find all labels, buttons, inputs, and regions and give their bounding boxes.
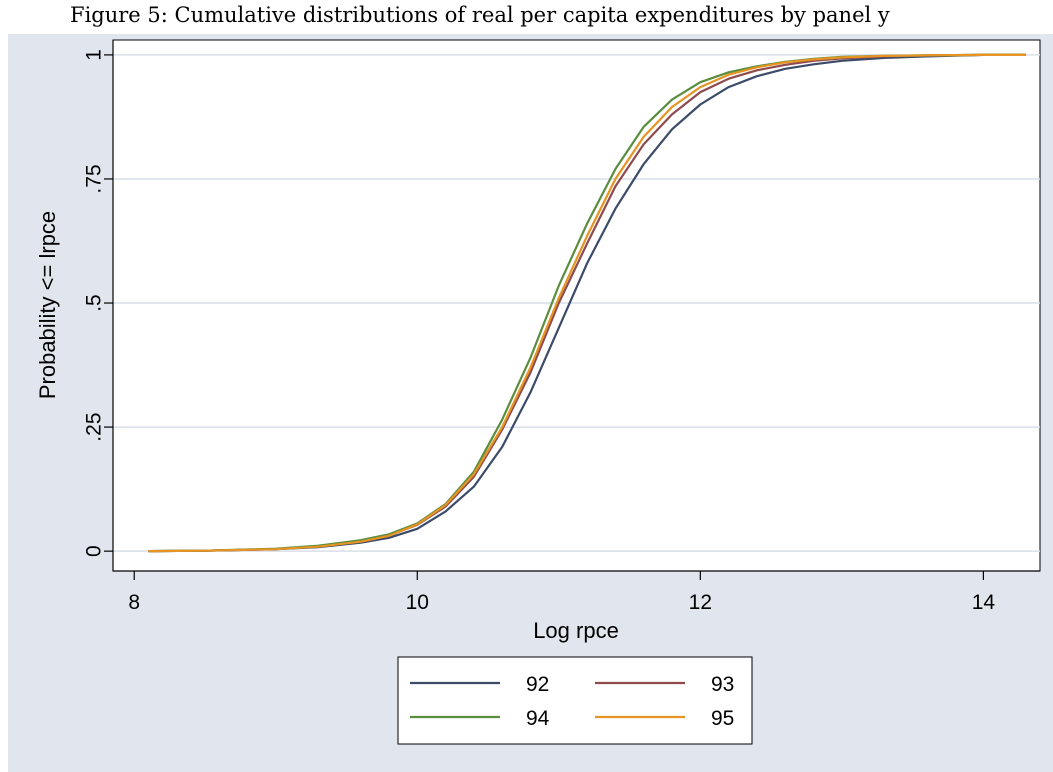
x-tick-label: 8	[128, 591, 140, 614]
x-axis-title: Log rpce	[533, 618, 619, 643]
y-tick-label: .5	[83, 294, 106, 312]
plot-area	[112, 39, 1041, 572]
series-line-92	[148, 53, 1026, 553]
legend-box	[397, 656, 753, 745]
y-axis-title: Probability <= lrpce	[35, 211, 60, 399]
legend-label-92: 92	[526, 673, 549, 696]
y-tick-label: 0	[83, 545, 106, 557]
series-layer	[148, 53, 1026, 553]
y-axis: 0 .25 .5 .75 1	[83, 40, 114, 571]
y-tick-label: .25	[83, 412, 106, 441]
legend-label-94: 94	[526, 707, 550, 730]
x-tick-label: 14	[972, 591, 996, 614]
legend-label-95: 95	[711, 707, 734, 730]
y-tick-label: 1	[83, 49, 106, 61]
x-tick-label: 10	[406, 591, 429, 614]
legend-label-93: 93	[711, 673, 734, 696]
figure-caption: Figure 5: Cumulative distributions of re…	[70, 3, 890, 27]
y-tick-label: .75	[83, 164, 106, 193]
series-line-95	[148, 53, 1026, 553]
legend: 92 93 94 95	[397, 656, 753, 745]
x-axis: 8 10 12 14	[113, 570, 1040, 614]
x-tick-label: 12	[689, 591, 712, 614]
